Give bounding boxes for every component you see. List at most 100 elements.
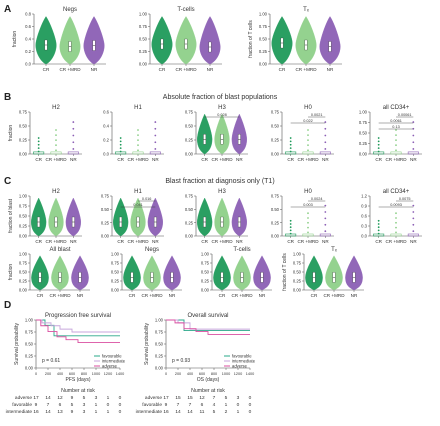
outlier-point <box>55 139 57 142</box>
chart-title: T-cells <box>233 247 250 253</box>
y-tick-label: 0.50 <box>359 131 368 136</box>
x-tick-label: NR <box>327 67 334 72</box>
x-tick-label: CR +MRD <box>175 67 197 72</box>
outlier-point <box>324 230 327 233</box>
y-tick-label: 0.50 <box>259 37 268 42</box>
y-tick-label: 0.2 <box>25 49 31 54</box>
y-tick-label: 0.00 <box>155 366 164 371</box>
x-tick-label: NR <box>70 157 77 162</box>
outlier-point <box>307 129 309 131</box>
p-value-label: 0.0024 <box>311 197 323 201</box>
violin-2 <box>199 16 221 65</box>
outlier-point <box>289 229 292 232</box>
outlier-point <box>55 129 57 131</box>
x-tick-label: CR +MRD <box>231 293 253 298</box>
y-tick-label: 1.00 <box>111 252 120 257</box>
y-tick-label: 0.75 <box>25 330 34 335</box>
chart-C6: All blast 1.00 0.75 0.50 0.25 0.00 fraction CR C… <box>8 247 90 298</box>
box-2 <box>319 233 331 237</box>
risk-row-label: adverse <box>15 395 32 401</box>
risk-cell: 0 <box>249 409 252 415</box>
x-tick-label: NR <box>410 157 417 162</box>
x-tick-label: CR +MRD <box>297 157 319 162</box>
x-tick-label: CR <box>311 293 318 298</box>
chart-C7: Negs 1.00 0.75 0.50 0.25 0.00 CR CR +MRD NR <box>111 247 182 298</box>
outlier-point <box>324 121 327 123</box>
y-tick-label: 0.75 <box>293 261 302 266</box>
x-tick-label: CR +MRD <box>385 157 407 162</box>
outlier-point <box>307 149 309 152</box>
y-tick-label: 0.50 <box>19 214 28 219</box>
outlier-point <box>154 134 157 137</box>
x-tick-label: 400 <box>187 372 193 376</box>
risk-cell: 12 <box>199 395 205 401</box>
series-line-adverse <box>166 319 250 335</box>
outlier-point <box>412 217 415 220</box>
y-tick-label: 1.00 <box>19 252 28 257</box>
risk-cell: 2 <box>225 409 228 415</box>
outlier-point <box>412 134 415 137</box>
chart-C9: Tₓ 1.00 0.75 0.50 0.25 0.00 fraction of T cell… <box>282 247 364 298</box>
outlier-point <box>412 211 415 213</box>
outlier-point <box>119 137 122 139</box>
outlier-point <box>289 143 292 146</box>
outlier-point <box>324 134 327 137</box>
risk-cell: 14 <box>175 409 181 415</box>
outlier-point <box>395 149 397 152</box>
y-tick-label: 0.6 <box>103 110 109 115</box>
outlier-point <box>395 217 397 219</box>
risk-cell: 6 <box>201 402 204 408</box>
outlier-point <box>289 150 292 153</box>
x-tick-label: CR +MRD <box>127 157 149 162</box>
x-tick-label: CR <box>201 239 208 244</box>
y-tick-label: 0.50 <box>271 124 280 129</box>
x-tick-label: NR <box>77 293 84 298</box>
x-tick-label: CR <box>129 293 136 298</box>
outlier-point <box>412 141 415 144</box>
y-tick-label: 0.25 <box>271 220 280 225</box>
box-1 <box>302 151 314 155</box>
y-tick-label: 0.75 <box>185 194 194 199</box>
y-tick-label: 0.6 <box>361 214 367 219</box>
y-tick-label: 0.25 <box>293 279 302 284</box>
outlier-point <box>395 144 397 147</box>
chart-D1: Progression free survival 1.00 0.75 0.50 0.2… <box>6 313 126 415</box>
y-tick-label: 0.75 <box>101 194 110 199</box>
y-tick-label: 0.25 <box>19 224 28 229</box>
legend-label: favourable <box>232 354 252 359</box>
box-2 <box>407 151 419 155</box>
outlier-point <box>55 144 57 147</box>
chart-title: H0 <box>304 189 312 195</box>
risk-cell: 14 <box>187 409 193 415</box>
x-tick-label: 600 <box>199 372 205 376</box>
box-2 <box>319 151 331 155</box>
outlier-point <box>307 226 309 229</box>
x-tick-label: CR <box>35 157 42 162</box>
y-tick-label: 1.00 <box>19 194 28 199</box>
y-tick-label: 0.00 <box>19 152 28 157</box>
p-value-label: 0.0021 <box>311 113 323 117</box>
x-tick-label: NR <box>207 67 214 72</box>
x-tick-label: CR <box>219 293 226 298</box>
outlier-point <box>55 134 57 137</box>
y-tick-label: 0.75 <box>19 204 28 209</box>
risk-cell: 3 <box>237 395 240 401</box>
chart-B5: all CD34+ 1.00 0.75 0.50 0.25 0.00 CR CR +MRD NR… <box>359 105 422 162</box>
x-tick-label: CR <box>37 293 44 298</box>
risk-cell: 14 <box>45 409 51 415</box>
x-tick-label: 0 <box>35 372 37 376</box>
outlier-point <box>324 127 327 130</box>
risk-table-title: Number at risk <box>61 388 95 394</box>
y-tick-label: 0.50 <box>111 270 120 275</box>
x-tick-label: NR <box>152 239 159 244</box>
y-tick-label: 0.00 <box>201 288 210 293</box>
outlier-point <box>72 134 75 137</box>
chart-title: H3 <box>218 189 226 195</box>
risk-cell: 5 <box>71 402 74 408</box>
outlier-point <box>377 140 380 143</box>
risk-cell: 7 <box>47 402 50 408</box>
panel-letter-b: B <box>4 92 11 103</box>
risk-cell: 9 <box>71 409 74 415</box>
chart-A3: Tₓ 1.00 0.75 0.50 0.25 0.00 fraction of T cell… <box>248 7 342 72</box>
